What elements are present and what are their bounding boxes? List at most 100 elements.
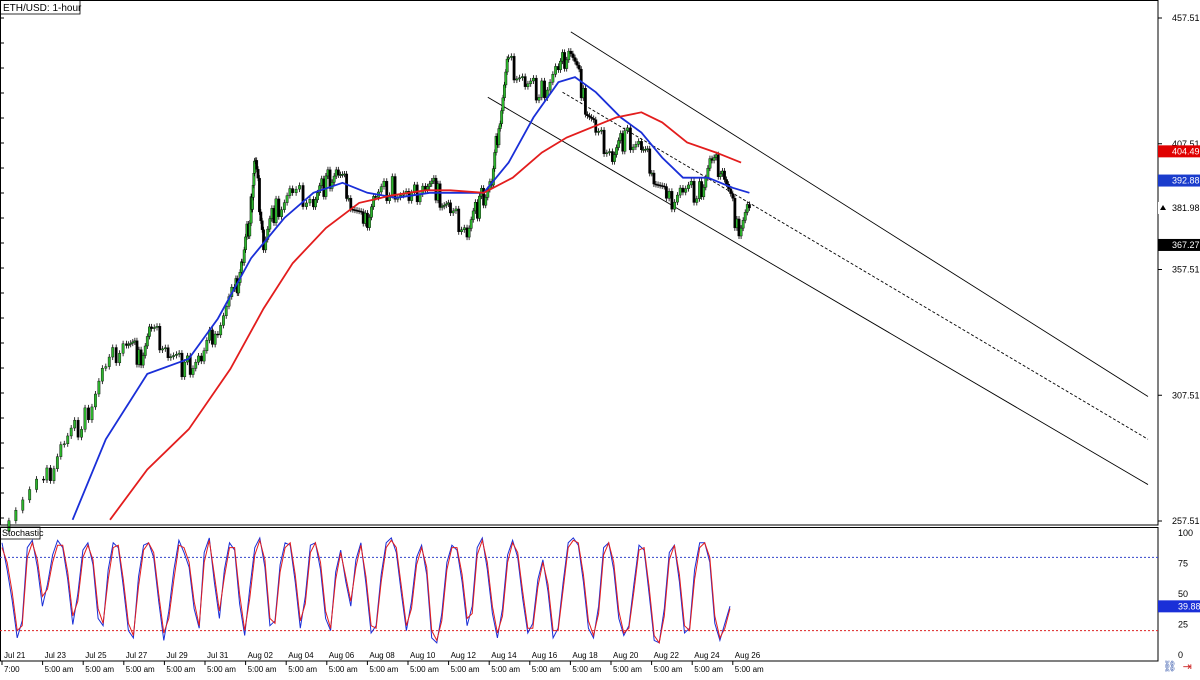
x-date-label: Jul 25 [85,651,107,660]
candle-body [577,65,581,70]
candle-body [548,81,552,91]
candle-body [702,187,706,198]
candle-body [324,175,328,197]
candle-body [493,152,497,169]
candle-body [224,306,228,317]
candle-body [370,206,373,218]
candle-body [599,129,603,132]
candle-body [667,191,671,199]
candle-body [733,198,737,229]
candle-body [457,208,461,233]
candle-body [301,185,305,207]
x-time-label: 5:00 am [126,665,155,674]
candle-body [676,194,679,203]
candle-body [42,478,45,481]
arrow-icon[interactable]: ⇥ [1182,660,1192,673]
y-tick-label: 257.51 [1172,516,1200,526]
stoch-k-line [1,536,731,644]
x-time-label: 5:00 am [613,665,642,674]
candle-body [729,188,733,194]
candle-body [725,179,728,185]
x-time-label: 5:00 am [410,665,439,674]
candle-body [708,158,712,169]
candle-body [526,83,530,87]
y-tick-label: 307.51 [1172,390,1200,400]
candle-body [274,198,278,224]
candle-body [559,60,562,71]
candle-body [45,467,49,481]
stoch-title: Stochastic [2,528,44,538]
x-date-label: Jul 31 [207,651,229,660]
candle-body [332,175,336,183]
candle-body [291,188,295,194]
candle-body [451,210,455,214]
y-tick-label: 407.51 [1172,139,1200,149]
candle-body [285,195,289,203]
candle-body [695,198,699,203]
price-arrow-icon [1160,204,1166,210]
candle-body [444,203,448,206]
stochastic-panel: Stochastic [0,526,1159,662]
candle-body [382,181,386,187]
x-date-label: Aug 14 [491,651,517,660]
candle-body [94,393,97,408]
candle-body [205,340,209,351]
candle-body [183,361,187,378]
candle-body [605,152,609,155]
candle-body [537,97,541,101]
candle-body [567,50,571,61]
candle-body [385,181,389,201]
stoch-y-label: 25 [1178,620,1188,630]
candle-body [129,342,133,345]
candle-body [670,191,674,210]
candle-body [428,183,432,187]
candle-body [504,71,508,86]
candle-body [430,180,434,185]
x-date-label: Aug 04 [288,651,314,660]
candle-body [7,520,11,532]
candle-body [692,181,696,203]
price-panel: ETH/USD: 1-hour [0,0,1159,535]
candle-body [583,87,587,115]
candle-body [390,176,394,196]
price-label: 392.88 [1172,176,1200,186]
x-date-label: Aug 08 [369,651,395,660]
candle-body [66,435,70,445]
ma-blue-line [71,76,750,521]
candle-body [21,499,25,511]
candle-body [210,329,214,345]
candle-body [199,355,203,362]
candle-body [308,199,312,204]
candle-body [131,341,135,344]
candle-body [467,228,471,238]
candle-body [282,202,286,210]
x-time-label: 7:00 [4,665,20,674]
candle-body [155,326,159,328]
candle-body [268,218,272,230]
candle-body [161,348,164,351]
link-icon[interactable]: ⛓ [1162,660,1177,673]
candle-body [280,209,283,217]
candle-body [222,315,225,326]
candle-body [628,127,632,151]
channel-upper-line [570,31,1149,397]
x-date-label: Jul 23 [45,651,67,660]
title-box [0,0,81,15]
candle-body [588,115,591,118]
candle-body [163,347,167,350]
candle-body [255,160,259,170]
candle-body [743,212,747,221]
candle-body [219,325,223,336]
candle-body [111,347,115,358]
x-time-label: 5:00 am [572,665,601,674]
candle-body [449,202,452,214]
candle-body [745,204,749,213]
candle-body [90,406,94,421]
x-date-label: Aug 12 [451,651,477,660]
candle-body [368,217,371,228]
candle-body [410,192,414,201]
candle-body [374,196,378,198]
candle-body [100,367,104,382]
